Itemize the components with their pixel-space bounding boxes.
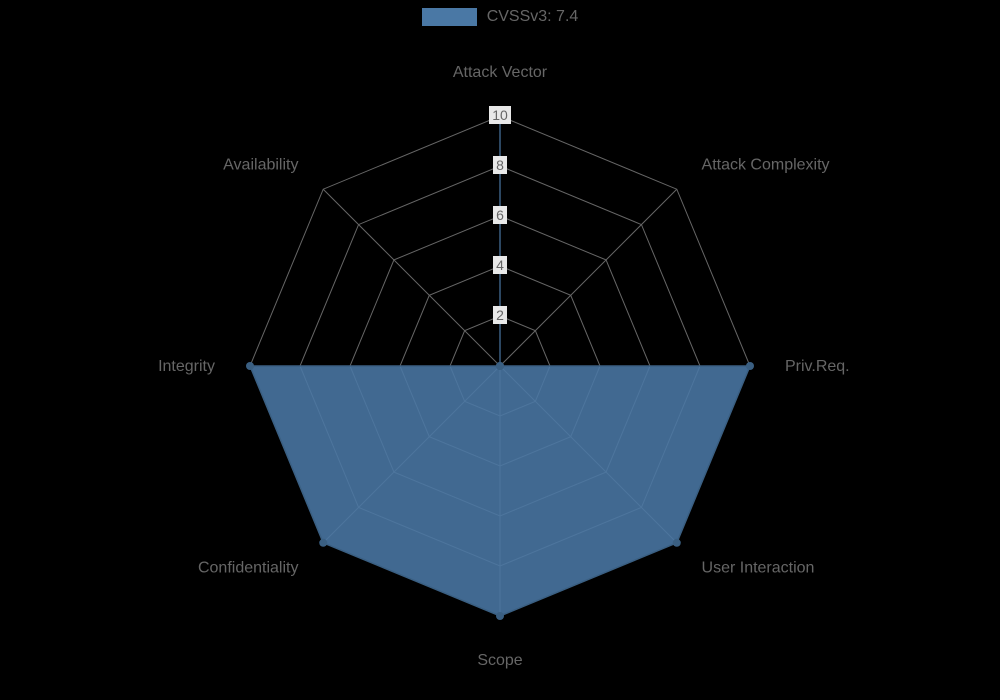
tick-label: 6 <box>496 207 504 223</box>
data-marker <box>319 539 327 547</box>
tick-label: 8 <box>496 157 504 173</box>
axis-label: Attack Vector <box>453 64 548 81</box>
grid-spoke <box>500 189 677 366</box>
axis-label: Confidentiality <box>198 560 299 577</box>
data-marker <box>746 362 754 370</box>
data-marker <box>246 362 254 370</box>
grid-spoke <box>323 189 500 366</box>
tick-label: 10 <box>492 107 508 123</box>
axis-label: Attack Complexity <box>702 156 830 173</box>
axis-label: Availability <box>223 156 298 173</box>
radar-chart: 2 4 6 8 10 Attack Vector Attack Complexity Priv… <box>0 26 1000 686</box>
tick-label: 4 <box>496 257 504 273</box>
axis-label: Priv.Req. <box>785 358 850 375</box>
axis-label: User Interaction <box>702 560 815 577</box>
axis-label: Scope <box>477 652 522 669</box>
data-marker <box>673 539 681 547</box>
axis-label: Integrity <box>158 358 215 375</box>
data-marker <box>496 362 504 370</box>
legend: CVSSv3: 7.4 <box>0 0 1000 26</box>
tick-label: 2 <box>496 307 504 323</box>
legend-swatch <box>422 8 477 26</box>
data-marker <box>496 612 504 620</box>
legend-label: CVSSv3: 7.4 <box>487 8 579 26</box>
